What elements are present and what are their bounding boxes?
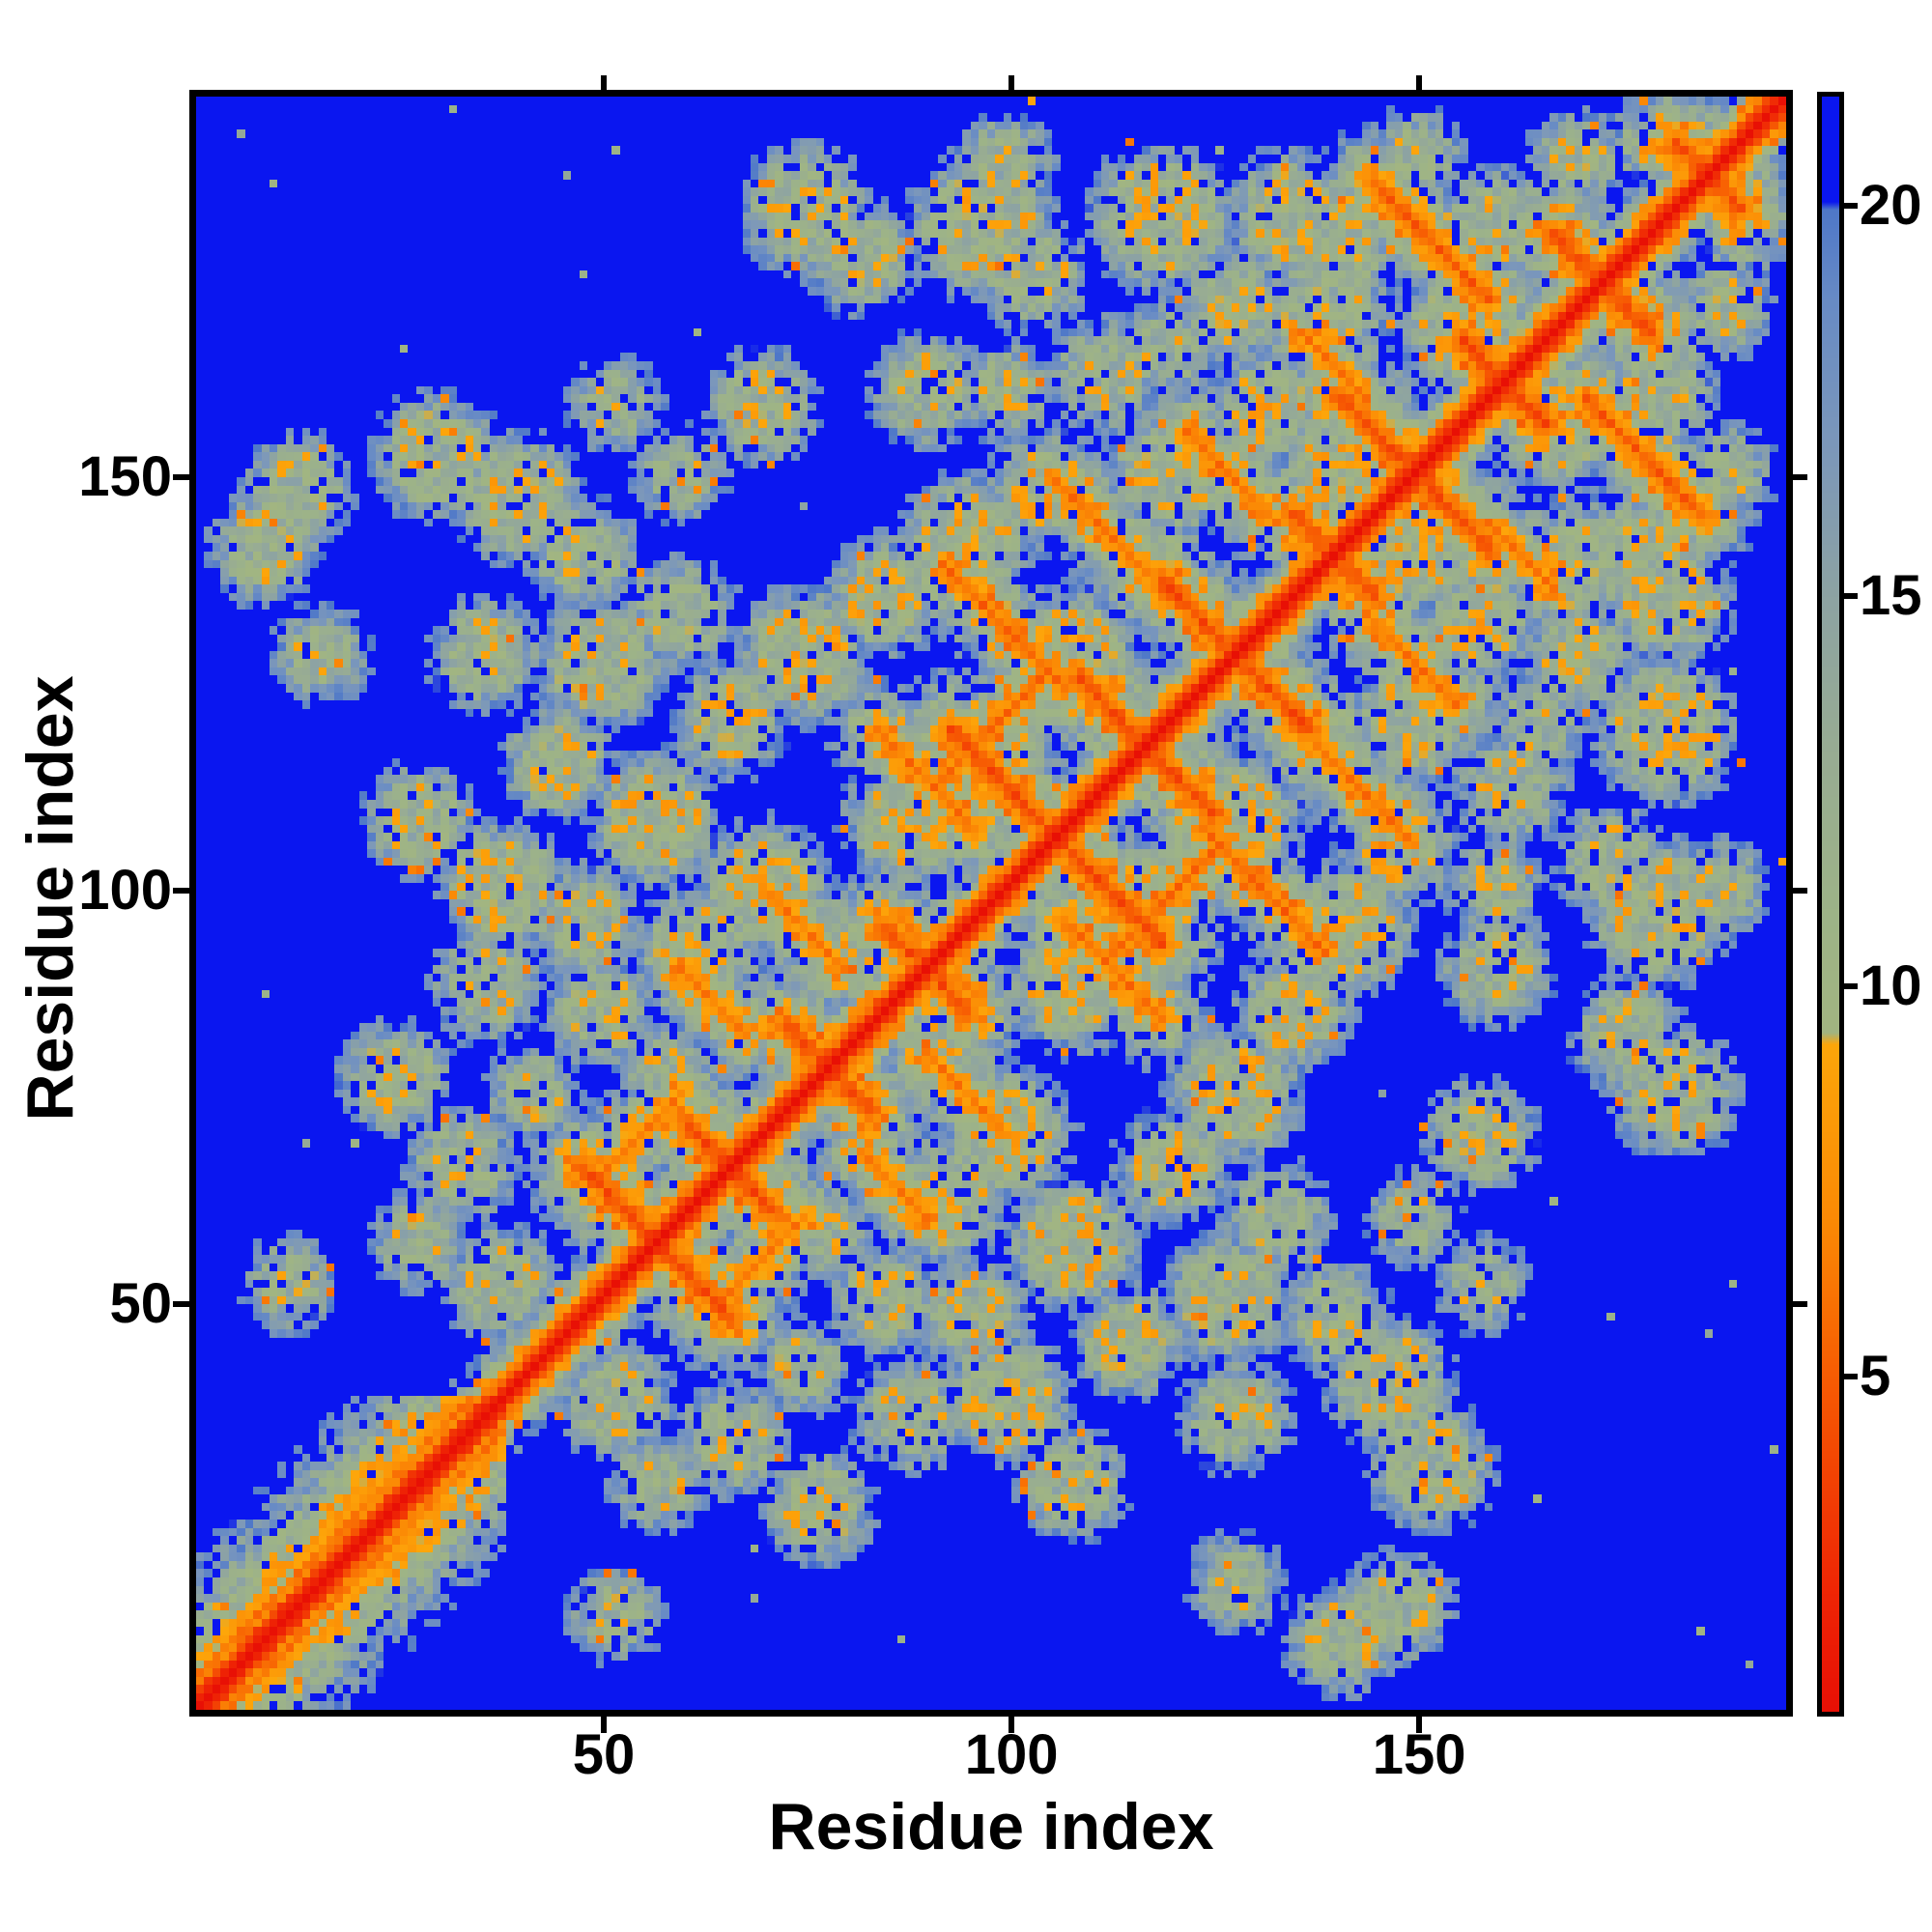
x-tick — [1416, 1717, 1423, 1733]
y-tick-label: 100 — [78, 859, 172, 923]
y-tick-right — [1793, 473, 1807, 480]
x-tick — [1009, 1717, 1015, 1733]
y-tick — [173, 473, 189, 480]
x-tick — [601, 1717, 608, 1733]
x-tick-top — [601, 75, 608, 90]
colorbar-tick — [1844, 982, 1858, 989]
colorbar-gradient — [1822, 97, 1839, 1712]
y-tick-right — [1793, 888, 1807, 895]
x-axis-title: Residue index — [768, 1790, 1214, 1863]
colorbar-tick — [1844, 1373, 1858, 1379]
colorbar-tick — [1844, 203, 1858, 210]
x-tick-label: 150 — [1372, 1723, 1466, 1786]
colorbar-tick-label: 10 — [1860, 953, 1922, 1017]
colorbar-tick-label: 15 — [1860, 563, 1922, 627]
y-tick-label: 50 — [109, 1272, 172, 1336]
colorbar-tick-label: 5 — [1860, 1344, 1891, 1407]
y-tick-label: 150 — [78, 444, 172, 508]
y-tick-right — [1793, 1301, 1807, 1308]
x-tick-top — [1009, 75, 1015, 90]
heatmap-canvas — [196, 97, 1786, 1710]
colorbar-tick — [1844, 592, 1858, 599]
colorbar-tick-label: 20 — [1860, 174, 1922, 238]
colorbar — [1817, 92, 1844, 1717]
x-tick-top — [1416, 75, 1423, 90]
y-tick — [173, 888, 189, 895]
y-tick — [173, 1301, 189, 1308]
x-tick-label: 50 — [572, 1723, 636, 1786]
x-tick-label: 100 — [964, 1723, 1059, 1786]
